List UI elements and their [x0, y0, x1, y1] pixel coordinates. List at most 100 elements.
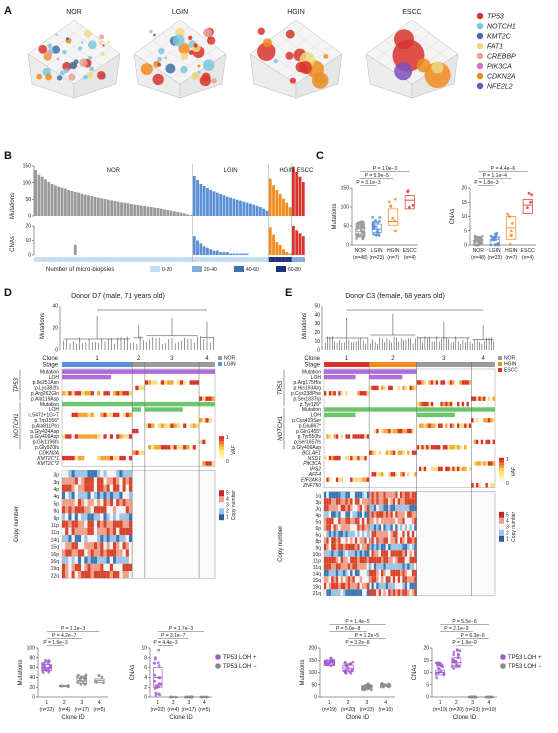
d-cn-cell [106, 520, 110, 528]
d-cn-legend-tick: 3 [226, 503, 229, 509]
d-vaf-cell [106, 455, 110, 461]
d-cn-legend-cell [219, 502, 224, 509]
d-vaf-cell [87, 391, 91, 396]
e-vaf-cell [385, 450, 389, 455]
e-cn-cell [414, 517, 417, 525]
e-cn-cell [376, 569, 379, 577]
e-vaf-cell [492, 482, 495, 488]
e-row-label: PIK3CA [303, 461, 321, 467]
d-cn-cell [106, 542, 110, 550]
panel-a-3d-plots [27, 19, 459, 99]
d-cn-legend-tick: 2 [226, 509, 229, 515]
e-cn-row-label: 21q [313, 591, 322, 597]
d-cn-row-label: 3p [53, 473, 59, 479]
c-right-point [480, 234, 484, 238]
d-cn-cell [122, 470, 126, 478]
b-cna-bar [278, 244, 282, 255]
b-biopsy-cell [176, 257, 180, 262]
e-cn-cell [409, 543, 412, 551]
e-cn-cell [364, 563, 367, 570]
d-cn-cell [116, 535, 120, 543]
e-cn-cell [404, 511, 408, 518]
d-cn-cell [81, 527, 85, 535]
d-cn-cell [71, 535, 75, 543]
e-cn-cell [352, 491, 355, 499]
legend-dot-tp53 [476, 12, 484, 20]
e-cn-cell [350, 582, 353, 590]
d-cn-cell [128, 513, 133, 521]
d-cn-cell [113, 499, 117, 507]
d-cn-cell [116, 499, 120, 507]
e-cn-cell [354, 504, 358, 512]
b-cna-bar [192, 236, 196, 255]
e-cn-cell [397, 517, 400, 525]
e-cn-cell [411, 589, 415, 596]
b-biopsy-cell [76, 257, 81, 262]
b-biopsy-cell [80, 257, 84, 262]
b-biopsy-cell [301, 257, 305, 262]
b-mut-tick-label: 0 [28, 214, 31, 220]
e-vaf-cell [449, 466, 453, 472]
e-cn-cell [395, 556, 398, 564]
d-cn-cell [122, 491, 126, 499]
e-cn-cell [359, 517, 362, 525]
e-vaf-cell [435, 445, 438, 450]
d-vaf-cell [170, 445, 174, 450]
e-cn-cell [407, 543, 410, 551]
e-cn-cell [388, 537, 391, 544]
b-mut-bar [255, 205, 259, 216]
b-mut-bar [173, 211, 176, 216]
d-cn-row-label: 14q [51, 537, 60, 543]
e-cn-cell [373, 569, 377, 577]
panel-a-title-hgin: HGIN [287, 9, 305, 16]
d-vaf-cell [113, 391, 117, 396]
d-cn-cell [113, 535, 117, 543]
e-cn-cell [414, 491, 417, 499]
d-cn-cell [62, 491, 66, 499]
b-biopsy-cell [106, 257, 111, 262]
d-vaf-cell [68, 434, 72, 439]
e-cn-cell [338, 491, 341, 499]
e-vaf-cell [364, 391, 367, 396]
e-cn-cell [350, 550, 353, 557]
d-cn-cell [68, 491, 72, 499]
e-cn-cell [376, 524, 379, 531]
b-group-label-hgin: HGIN [279, 168, 294, 174]
d-stage-bar [144, 362, 200, 367]
e-cn-cell [333, 543, 336, 551]
d-stage-legend-label: NOR [224, 356, 236, 362]
e-tree-tick: 40 [314, 312, 320, 318]
b-cna-bar [212, 250, 216, 255]
d-vaf-cell [65, 455, 69, 461]
d-vaf-cell [138, 385, 142, 391]
e-cn-cell [395, 537, 398, 544]
e-cn-cell [371, 517, 374, 525]
e-cn-cell [364, 582, 367, 590]
e-cn-cell [388, 550, 391, 557]
e-stage-legend-label: NOR [504, 356, 516, 362]
d-vaf-cell [90, 412, 94, 418]
e-cn-cell [352, 511, 355, 518]
d-cn-cell [122, 513, 126, 521]
e-vaf-cell [357, 455, 360, 461]
d-vaf-cell [84, 412, 88, 418]
d-cn-cell [68, 506, 72, 514]
b-mut-bar [252, 204, 256, 216]
e-cn-cell [326, 537, 329, 544]
e-cn-cell [335, 537, 339, 544]
b-cna-bar [202, 246, 206, 255]
bubble-notch1 [64, 68, 69, 74]
b-biopsy-cell [271, 257, 276, 262]
d-cn-cell [100, 470, 104, 478]
e-box-left-pval: P = 1.2e−5 [355, 633, 380, 639]
e-cn-cell [331, 517, 334, 525]
d-vaf-cell [65, 391, 69, 396]
e-cn-cell [378, 498, 381, 505]
e-stage-legend-label: ESCC [504, 368, 518, 374]
c-left-xtick-label: ESCC [403, 248, 417, 254]
e-cn-cell [400, 576, 403, 583]
e-cn-cell [328, 569, 332, 577]
e-cn-cell [366, 517, 370, 525]
b-mut-bar [196, 180, 199, 216]
bubble-notch1 [172, 34, 185, 47]
